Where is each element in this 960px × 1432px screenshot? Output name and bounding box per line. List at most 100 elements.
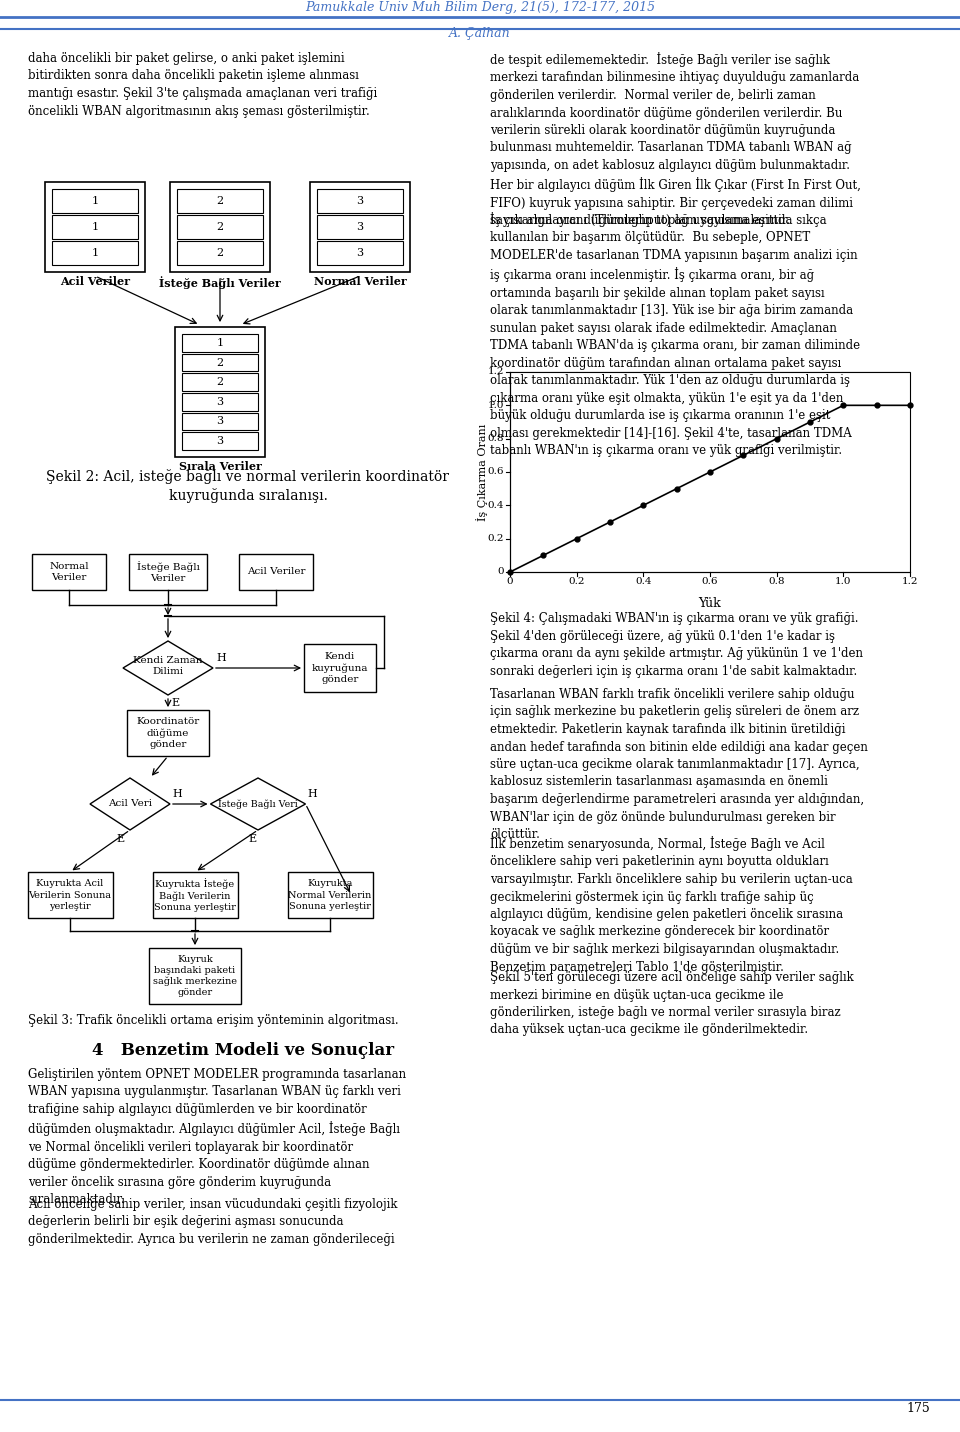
Text: 0.8: 0.8 bbox=[488, 434, 504, 442]
Bar bbox=[182, 432, 258, 450]
Text: Kuyrukta Acil
Verilerin Sonuna
yerleştir: Kuyrukta Acil Verilerin Sonuna yerleştir bbox=[29, 879, 111, 911]
Text: Şekil 3: Trafik öncelikli ortama erişim yönteminin algoritması.: Şekil 3: Trafik öncelikli ortama erişim … bbox=[28, 1014, 398, 1027]
Text: 1.0: 1.0 bbox=[488, 401, 504, 410]
Text: Kendi Zaman
Dilimi: Kendi Zaman Dilimi bbox=[133, 656, 203, 676]
Text: Acil önceliğe sahip veriler, insan vücudundaki çeşitli fizyolojik
değerlerin bel: Acil önceliğe sahip veriler, insan vücud… bbox=[28, 1199, 397, 1246]
Text: 2: 2 bbox=[216, 377, 224, 387]
Bar bbox=[317, 215, 403, 239]
Text: 0.8: 0.8 bbox=[768, 577, 785, 586]
Bar bbox=[52, 241, 138, 265]
Text: E: E bbox=[248, 833, 256, 843]
Bar bbox=[182, 354, 258, 371]
Text: İş çıkarma oranı (Throughput) ağ uygulamalarında sıkça
kullanılan bir başarım öl: İş çıkarma oranı (Throughput) ağ uygulam… bbox=[490, 212, 860, 457]
Text: 0.4: 0.4 bbox=[488, 501, 504, 510]
Text: Sırala Veriler: Sırala Veriler bbox=[179, 461, 261, 473]
Text: 2: 2 bbox=[216, 358, 224, 368]
Bar bbox=[177, 189, 263, 213]
Bar bbox=[45, 182, 145, 272]
Text: E: E bbox=[116, 833, 124, 843]
Bar bbox=[177, 215, 263, 239]
Text: 3: 3 bbox=[356, 222, 364, 232]
Bar bbox=[510, 372, 910, 571]
Bar bbox=[182, 392, 258, 411]
Bar bbox=[52, 189, 138, 213]
Bar bbox=[287, 872, 372, 918]
Text: 3: 3 bbox=[216, 397, 224, 407]
Bar bbox=[304, 644, 376, 692]
Text: H: H bbox=[216, 653, 226, 663]
Text: 3: 3 bbox=[216, 437, 224, 447]
Text: İsteğe Bağlı Veri: İsteğe Bağlı Veri bbox=[218, 799, 298, 809]
Text: 175: 175 bbox=[906, 1402, 930, 1415]
Text: Tasarlanan WBAN farklı trafik öncelikli verilere sahip olduğu
için sağlık merkez: Tasarlanan WBAN farklı trafik öncelikli … bbox=[490, 687, 868, 841]
Text: Şekil 4'den görüleceği üzere, ağ yükü 0.1'den 1'e kadar iş
çıkarma oranı da aynı: Şekil 4'den görüleceği üzere, ağ yükü 0.… bbox=[490, 630, 863, 677]
Text: 0.2: 0.2 bbox=[568, 577, 585, 586]
Text: 3: 3 bbox=[356, 196, 364, 206]
Bar bbox=[177, 241, 263, 265]
Bar bbox=[170, 182, 270, 272]
Text: İsteğe Bağlı Veriler: İsteğe Bağlı Veriler bbox=[159, 276, 281, 289]
Text: 1: 1 bbox=[216, 338, 224, 348]
Text: Kuyruk
başındaki paketi
sağlık merkezine
gönder: Kuyruk başındaki paketi sağlık merkezine… bbox=[153, 955, 237, 998]
Text: de tespit edilememektedir.  İsteğe Bağlı veriler ise sağlık
merkezi tarafından b: de tespit edilememektedir. İsteğe Bağlı … bbox=[490, 52, 861, 228]
Bar bbox=[239, 554, 313, 590]
Text: Acil Veri: Acil Veri bbox=[108, 799, 152, 809]
Text: 3: 3 bbox=[356, 248, 364, 258]
Text: Geliştirilen yöntem OPNET MODELER programında tasarlanan
WBAN yapısına uygulanmı: Geliştirilen yöntem OPNET MODELER progra… bbox=[28, 1068, 406, 1206]
Text: 2: 2 bbox=[216, 248, 224, 258]
Text: İsteğe Bağlı
Veriler: İsteğe Bağlı Veriler bbox=[136, 561, 200, 583]
Text: 1: 1 bbox=[91, 196, 99, 206]
Bar bbox=[310, 182, 410, 272]
Text: Pamukkale Univ Muh Bilim Derg, 21(5), 172-177, 2015: Pamukkale Univ Muh Bilim Derg, 21(5), 17… bbox=[305, 1, 655, 14]
Bar bbox=[32, 554, 106, 590]
Bar bbox=[52, 215, 138, 239]
Text: daha öncelikli bir paket gelirse, o anki paket işlemini
bitirdikten sonra daha ö: daha öncelikli bir paket gelirse, o anki… bbox=[28, 52, 377, 117]
Text: 4   Benzetim Modeli ve Sonuçlar: 4 Benzetim Modeli ve Sonuçlar bbox=[92, 1042, 394, 1060]
Text: 2: 2 bbox=[216, 196, 224, 206]
Polygon shape bbox=[90, 778, 170, 831]
Text: Acil Veriler: Acil Veriler bbox=[247, 567, 305, 577]
Text: A. Çalhan: A. Çalhan bbox=[449, 27, 511, 40]
Text: Acil Veriler: Acil Veriler bbox=[60, 276, 130, 286]
Text: Şekil 2: Acil, isteğe bağlı ve normal verilerin koordinatör
kuyruğunda sıralanış: Şekil 2: Acil, isteğe bağlı ve normal ve… bbox=[46, 470, 449, 503]
Text: İlk benzetim senaryosunda, Normal, İsteğe Bağlı ve Acil
önceliklere sahip veri p: İlk benzetim senaryosunda, Normal, İsteğ… bbox=[490, 836, 852, 974]
Bar bbox=[182, 334, 258, 352]
Bar bbox=[149, 948, 241, 1004]
Text: 0.6: 0.6 bbox=[488, 467, 504, 477]
Bar bbox=[153, 872, 237, 918]
Text: 2: 2 bbox=[216, 222, 224, 232]
Bar bbox=[129, 554, 207, 590]
Text: 0.4: 0.4 bbox=[636, 577, 652, 586]
Text: Şekil 5'ten görüleceği üzere acil önceliğe sahip veriler sağlık
merkezi birimine: Şekil 5'ten görüleceği üzere acil önceli… bbox=[490, 971, 853, 1037]
Bar bbox=[182, 374, 258, 391]
Polygon shape bbox=[210, 778, 305, 831]
Bar bbox=[317, 241, 403, 265]
Text: 0: 0 bbox=[497, 567, 504, 577]
Text: 1.0: 1.0 bbox=[835, 577, 852, 586]
Bar bbox=[175, 326, 265, 457]
Text: Normal
Veriler: Normal Veriler bbox=[49, 561, 89, 581]
Text: Şekil 4: Çalışmadaki WBAN'ın iş çıkarma oranı ve yük grafiği.: Şekil 4: Çalışmadaki WBAN'ın iş çıkarma … bbox=[490, 611, 858, 624]
Text: 3: 3 bbox=[216, 417, 224, 427]
Text: İş Çıkarma Oranı: İş Çıkarma Oranı bbox=[476, 424, 488, 521]
Text: 0.6: 0.6 bbox=[702, 577, 718, 586]
Text: 0.2: 0.2 bbox=[488, 534, 504, 543]
Text: 1: 1 bbox=[91, 248, 99, 258]
Text: Kendi
kuyruğuna
gönder: Kendi kuyruğuna gönder bbox=[312, 652, 369, 684]
Bar bbox=[28, 872, 112, 918]
Text: 1.2: 1.2 bbox=[901, 577, 919, 586]
Text: E: E bbox=[171, 697, 180, 707]
Bar bbox=[127, 710, 209, 756]
Text: Kuyrukta İsteğe
Bağlı Verilerin
Sonuna yerleştir: Kuyrukta İsteğe Bağlı Verilerin Sonuna y… bbox=[154, 878, 236, 912]
Polygon shape bbox=[123, 642, 213, 695]
Text: 1: 1 bbox=[91, 222, 99, 232]
Text: H: H bbox=[307, 789, 317, 799]
Text: 1.2: 1.2 bbox=[488, 368, 504, 377]
Bar bbox=[317, 189, 403, 213]
Text: 0: 0 bbox=[507, 577, 514, 586]
Text: Kuyrukta
Normal Verilerin
Sonuna yerleştir: Kuyrukta Normal Verilerin Sonuna yerleşt… bbox=[288, 879, 372, 911]
Text: H: H bbox=[172, 789, 181, 799]
Bar bbox=[182, 412, 258, 431]
Text: Yük: Yük bbox=[699, 597, 721, 610]
Text: Normal Veriler: Normal Veriler bbox=[314, 276, 406, 286]
